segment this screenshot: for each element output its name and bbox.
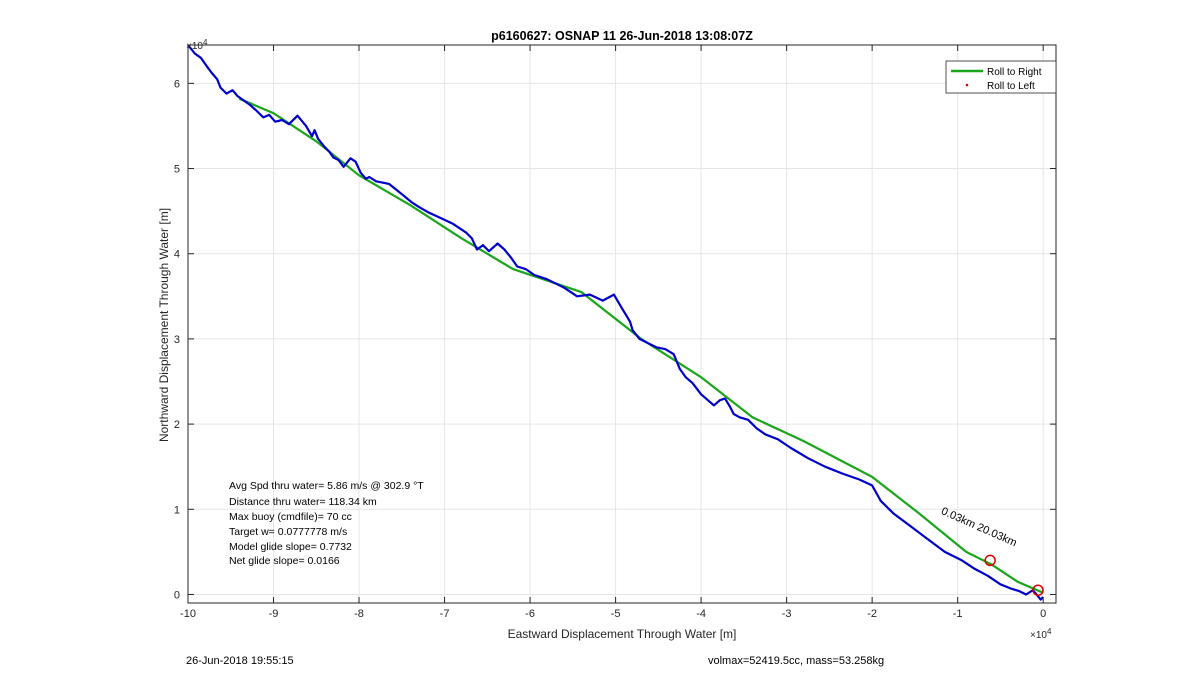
x-tick-label: -1 — [953, 608, 963, 620]
x-axis-label: Eastward Displacement Through Water [m] — [508, 627, 737, 641]
y-exponent-power: 4 — [203, 38, 208, 47]
y-tick-label: 5 — [174, 164, 180, 176]
x-exponent: ×104 — [1030, 627, 1052, 641]
y-tick-label: 6 — [174, 78, 180, 90]
series-line-roll-right — [238, 97, 1044, 594]
x-tick-label: -10 — [180, 608, 196, 620]
roll-left-point — [984, 554, 996, 567]
stats-annotation: Avg Spd thru water= 5.86 m/s @ 302.9 °T … — [229, 480, 424, 567]
chart-title: p6160627: OSNAP 11 26-Jun-2018 13:08:07Z — [491, 29, 753, 43]
y-tick-label: 4 — [174, 249, 180, 261]
grid — [187, 45, 1056, 603]
x-tick-label: -8 — [354, 608, 364, 620]
stat-target-w: Target w= 0.0777778 m/s — [229, 526, 347, 538]
x-tick-label: -6 — [525, 608, 535, 620]
legend-label-roll-right: Roll to Right — [987, 67, 1042, 78]
legend-box — [945, 60, 1057, 94]
y-tick-label: 3 — [174, 334, 180, 346]
plot-frame — [187, 44, 1057, 604]
stat-net-glide: Net glide slope= 0.0166 — [229, 555, 340, 567]
stat-distance: Distance thru water= 118.34 km — [229, 496, 377, 508]
y-tick-label: 1 — [174, 504, 180, 516]
series-layer — [187, 44, 1044, 601]
x-tick-label: -2 — [867, 608, 877, 620]
legend-dot-roll-left — [965, 83, 969, 87]
legend: Roll to Right Roll to Left — [945, 60, 1057, 94]
roll-left-point — [1032, 584, 1044, 596]
x-tick-label: -5 — [611, 608, 621, 620]
series-line-track — [187, 44, 1044, 601]
x-exponent-base: ×10 — [1030, 630, 1047, 641]
y-tick-label: 2 — [174, 419, 180, 431]
y-exponent: ×104 — [186, 38, 208, 52]
x-tick-label: 0 — [1040, 608, 1046, 620]
footer-timestamp: 26-Jun-2018 19:55:15 — [186, 655, 294, 667]
x-tick-label: -9 — [269, 608, 279, 620]
stat-max-buoy: Max buoy (cmdfile)= 70 cc — [229, 511, 352, 523]
legend-label-roll-left: Roll to Left — [987, 81, 1035, 92]
x-exponent-power: 4 — [1047, 627, 1052, 636]
stat-model-glide: Model glide slope= 0.7732 — [229, 541, 352, 553]
footer-volmax-mass: volmax=52419.5cc, mass=53.258kg — [708, 655, 885, 667]
y-tick-label: 0 — [174, 589, 180, 601]
y-axis-label: Northward Displacement Through Water [m] — [157, 208, 171, 442]
x-tick-label: -4 — [696, 608, 706, 620]
x-tick-label: -3 — [782, 608, 792, 620]
stat-avg-speed: Avg Spd thru water= 5.86 m/s @ 302.9 °T — [229, 480, 424, 492]
x-tick-label: -7 — [440, 608, 450, 620]
y-exponent-base: ×10 — [186, 41, 203, 52]
